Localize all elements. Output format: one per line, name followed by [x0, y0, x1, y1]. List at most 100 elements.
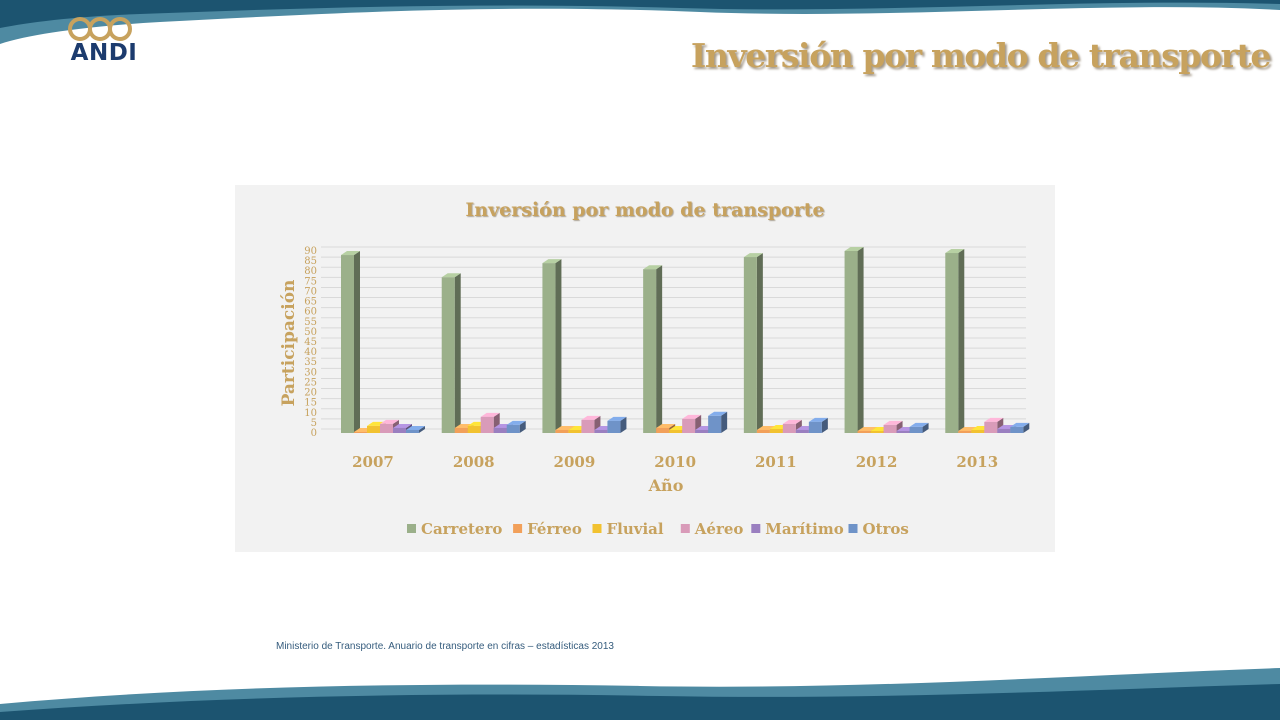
- bar-top: [380, 419, 399, 424]
- bar-otros-2008: [506, 420, 526, 433]
- logo-rings-icon: [68, 17, 132, 41]
- x-tick-label: 2011: [755, 453, 797, 471]
- x-tick-label: 2012: [856, 453, 898, 471]
- bar-top: [743, 253, 763, 258]
- y-tick-label: 15: [304, 398, 317, 409]
- bar-front: [984, 421, 998, 433]
- bar-front: [656, 427, 670, 433]
- bar-front: [467, 425, 481, 433]
- y-tick-label: 60: [304, 307, 317, 318]
- y-tick-label: 45: [304, 337, 317, 348]
- bar-front: [808, 421, 822, 433]
- bar-front: [354, 431, 367, 433]
- gridlines: [321, 246, 1026, 430]
- bar-front: [857, 430, 871, 433]
- bar-top: [857, 426, 877, 431]
- bar-top: [945, 249, 965, 254]
- bar-side: [354, 251, 360, 433]
- bar-carretero-2007: [341, 251, 360, 433]
- y-tick-label: 40: [304, 347, 317, 358]
- legend-label-fluvial: Fluvial: [607, 520, 664, 538]
- bar-otros-2009: [607, 416, 627, 433]
- y-tick-label: 55: [304, 317, 317, 328]
- bar-carretero-2012: [844, 247, 864, 433]
- bar-front: [708, 415, 722, 433]
- bar-front: [643, 269, 657, 433]
- bar-side: [922, 422, 929, 433]
- legend-swatch-marítimo: [751, 524, 761, 533]
- bar-front: [743, 257, 757, 433]
- bar-top: [393, 423, 412, 428]
- bar-otros-2013: [1010, 422, 1030, 433]
- source-note: Ministerio de Transporte. Anuario de tra…: [276, 641, 614, 652]
- bar-aéreo-2009: [581, 415, 601, 433]
- bar-front: [669, 429, 683, 433]
- y-axis-label: Participación: [279, 280, 299, 407]
- x-axis-ticks: 2007 2008 2009 2010 2011 2012 2013: [352, 453, 998, 471]
- x-axis-label: Año: [648, 476, 684, 495]
- bar-front: [958, 430, 972, 433]
- footer-wave: [0, 668, 1280, 720]
- y-tick-label: 0: [311, 428, 317, 439]
- bar-front: [909, 426, 923, 433]
- bar-front: [870, 430, 884, 433]
- bar-side: [721, 411, 728, 433]
- bar-top: [441, 273, 461, 278]
- chart-container: 0 5 10 15 20 25 30 35 40 45 50 55 60 65 70 75 80 85 90 200…: [235, 185, 1055, 552]
- bar-top: [984, 417, 1004, 422]
- bar-side: [756, 253, 763, 433]
- legend-label-férreo: Férreo: [527, 520, 582, 538]
- x-tick-label: 2013: [956, 453, 998, 471]
- bar-front: [607, 420, 621, 433]
- y-tick-label: 50: [304, 327, 317, 338]
- y-tick-label: 35: [304, 357, 317, 368]
- legend-label-carretero: Carretero: [421, 520, 502, 538]
- bar-carretero-2011: [743, 253, 763, 433]
- x-tick-label: 2010: [654, 453, 696, 471]
- y-tick-label: 85: [304, 256, 317, 267]
- bar-front: [769, 428, 783, 433]
- bar-front: [393, 427, 406, 433]
- bar-top: [643, 265, 663, 270]
- y-tick-label: 90: [304, 246, 317, 257]
- bar-front: [341, 255, 354, 433]
- bar-carretero-2010: [643, 265, 663, 433]
- bar-top: [682, 414, 702, 419]
- bar-top: [844, 247, 864, 251]
- bar-top: [708, 411, 728, 416]
- logo-text: ANDI: [70, 40, 138, 66]
- bar-front: [406, 429, 419, 433]
- bar-top: [542, 259, 562, 264]
- slide-title: Inversión por modo de transporte: [690, 36, 1272, 75]
- chart-title: Inversión por modo de transporte: [465, 199, 825, 221]
- bar-carretero-2008: [441, 273, 461, 433]
- bar-top: [883, 420, 903, 425]
- andi-logo: ANDI: [56, 14, 152, 66]
- bar-side: [555, 259, 562, 433]
- bar-top: [480, 412, 500, 417]
- y-tick-label: 5: [311, 418, 317, 429]
- bar-front: [997, 428, 1011, 433]
- bar-front: [782, 423, 796, 433]
- legend-label-otros: Otros: [863, 520, 909, 538]
- legend-label-marítimo: Marítimo: [765, 520, 843, 538]
- bar-front: [480, 416, 494, 433]
- bar-otros-2011: [808, 417, 828, 433]
- bar-front: [542, 263, 556, 433]
- y-tick-label: 10: [304, 408, 317, 419]
- bar-front: [756, 429, 770, 433]
- bar-side: [821, 417, 828, 433]
- bar-side: [857, 247, 864, 433]
- legend-swatch-carretero: [407, 524, 416, 533]
- bar-front: [594, 429, 608, 433]
- legend: Carretero Férreo Fluvial Aéreo Marítimo Otros: [407, 520, 909, 538]
- y-tick-label: 25: [304, 377, 317, 388]
- legend-swatch-otros: [848, 524, 858, 533]
- legend-swatch-aéreo: [680, 524, 690, 533]
- bar-front: [945, 253, 959, 433]
- x-tick-label: 2007: [352, 453, 394, 471]
- bar-top: [1010, 422, 1030, 427]
- bar-front: [971, 429, 985, 433]
